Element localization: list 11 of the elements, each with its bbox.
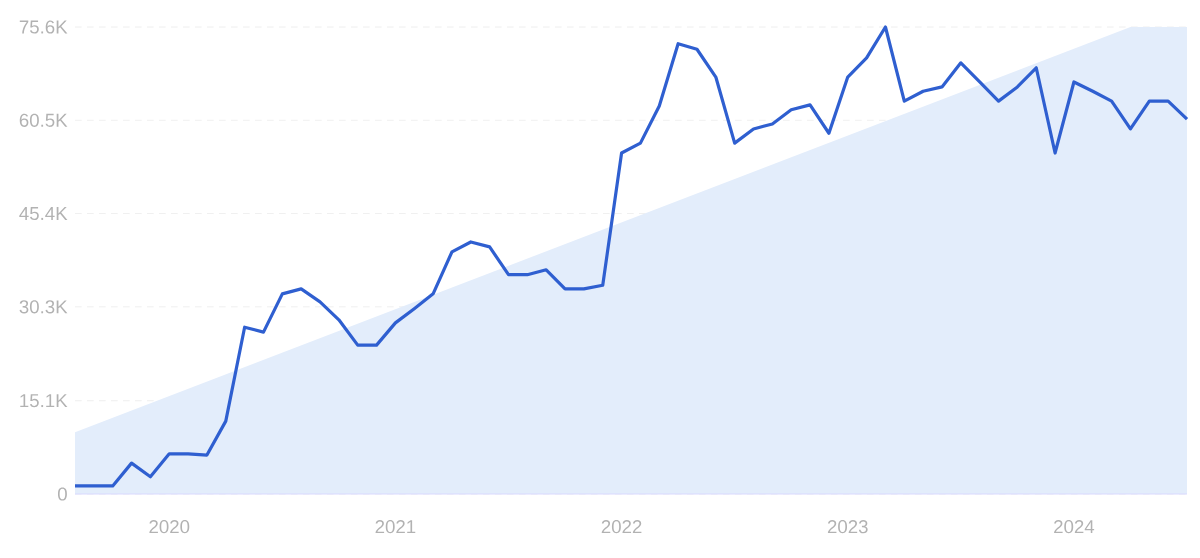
x-tick-label: 2021 bbox=[375, 520, 416, 534]
x-tick-label: 2023 bbox=[827, 520, 868, 534]
y-tick-label: 15.1K bbox=[20, 394, 68, 408]
y-tick-label: 0 bbox=[57, 487, 67, 501]
y-tick-label: 60.5K bbox=[19, 113, 68, 127]
y-tick-label: 45.4K bbox=[19, 207, 68, 221]
x-tick-label: 2020 bbox=[149, 520, 190, 534]
y-tick-label: 75.6K bbox=[19, 20, 68, 34]
x-tick-label: 2022 bbox=[601, 520, 642, 534]
y-tick-label: 30.3K bbox=[19, 300, 68, 314]
x-tick-label: 2024 bbox=[1054, 520, 1095, 534]
